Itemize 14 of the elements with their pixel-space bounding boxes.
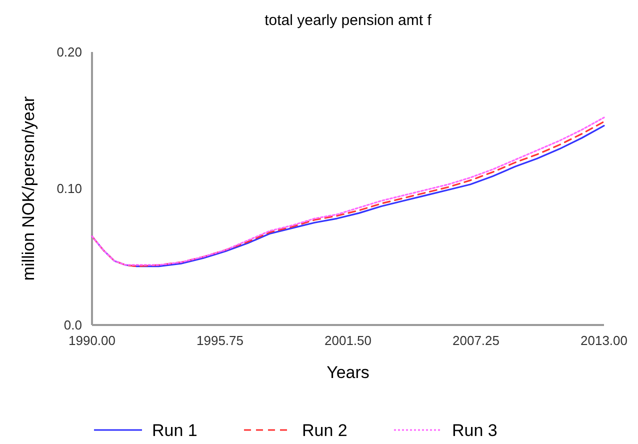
x-tick-label: 2007.25: [452, 333, 500, 348]
y-axis-title: million NOK/person/year: [19, 96, 38, 281]
legend-label: Run 1: [152, 420, 198, 440]
legend-label: Run 3: [452, 420, 498, 440]
legend-label: Run 2: [302, 420, 348, 440]
x-tick-label: 2013.00: [580, 333, 628, 348]
y-tick-label: 0.20: [56, 44, 82, 60]
x-tick-label: 1995.75: [196, 333, 244, 348]
y-tick-label: 0.10: [56, 181, 82, 196]
y-tick-label: 0.0: [64, 318, 82, 333]
x-tick-label: 1990.00: [68, 333, 116, 348]
x-axis-title: Years: [326, 363, 370, 382]
chart-title: total yearly pension amt f: [264, 12, 432, 29]
x-tick-label: 2001.50: [324, 333, 372, 348]
